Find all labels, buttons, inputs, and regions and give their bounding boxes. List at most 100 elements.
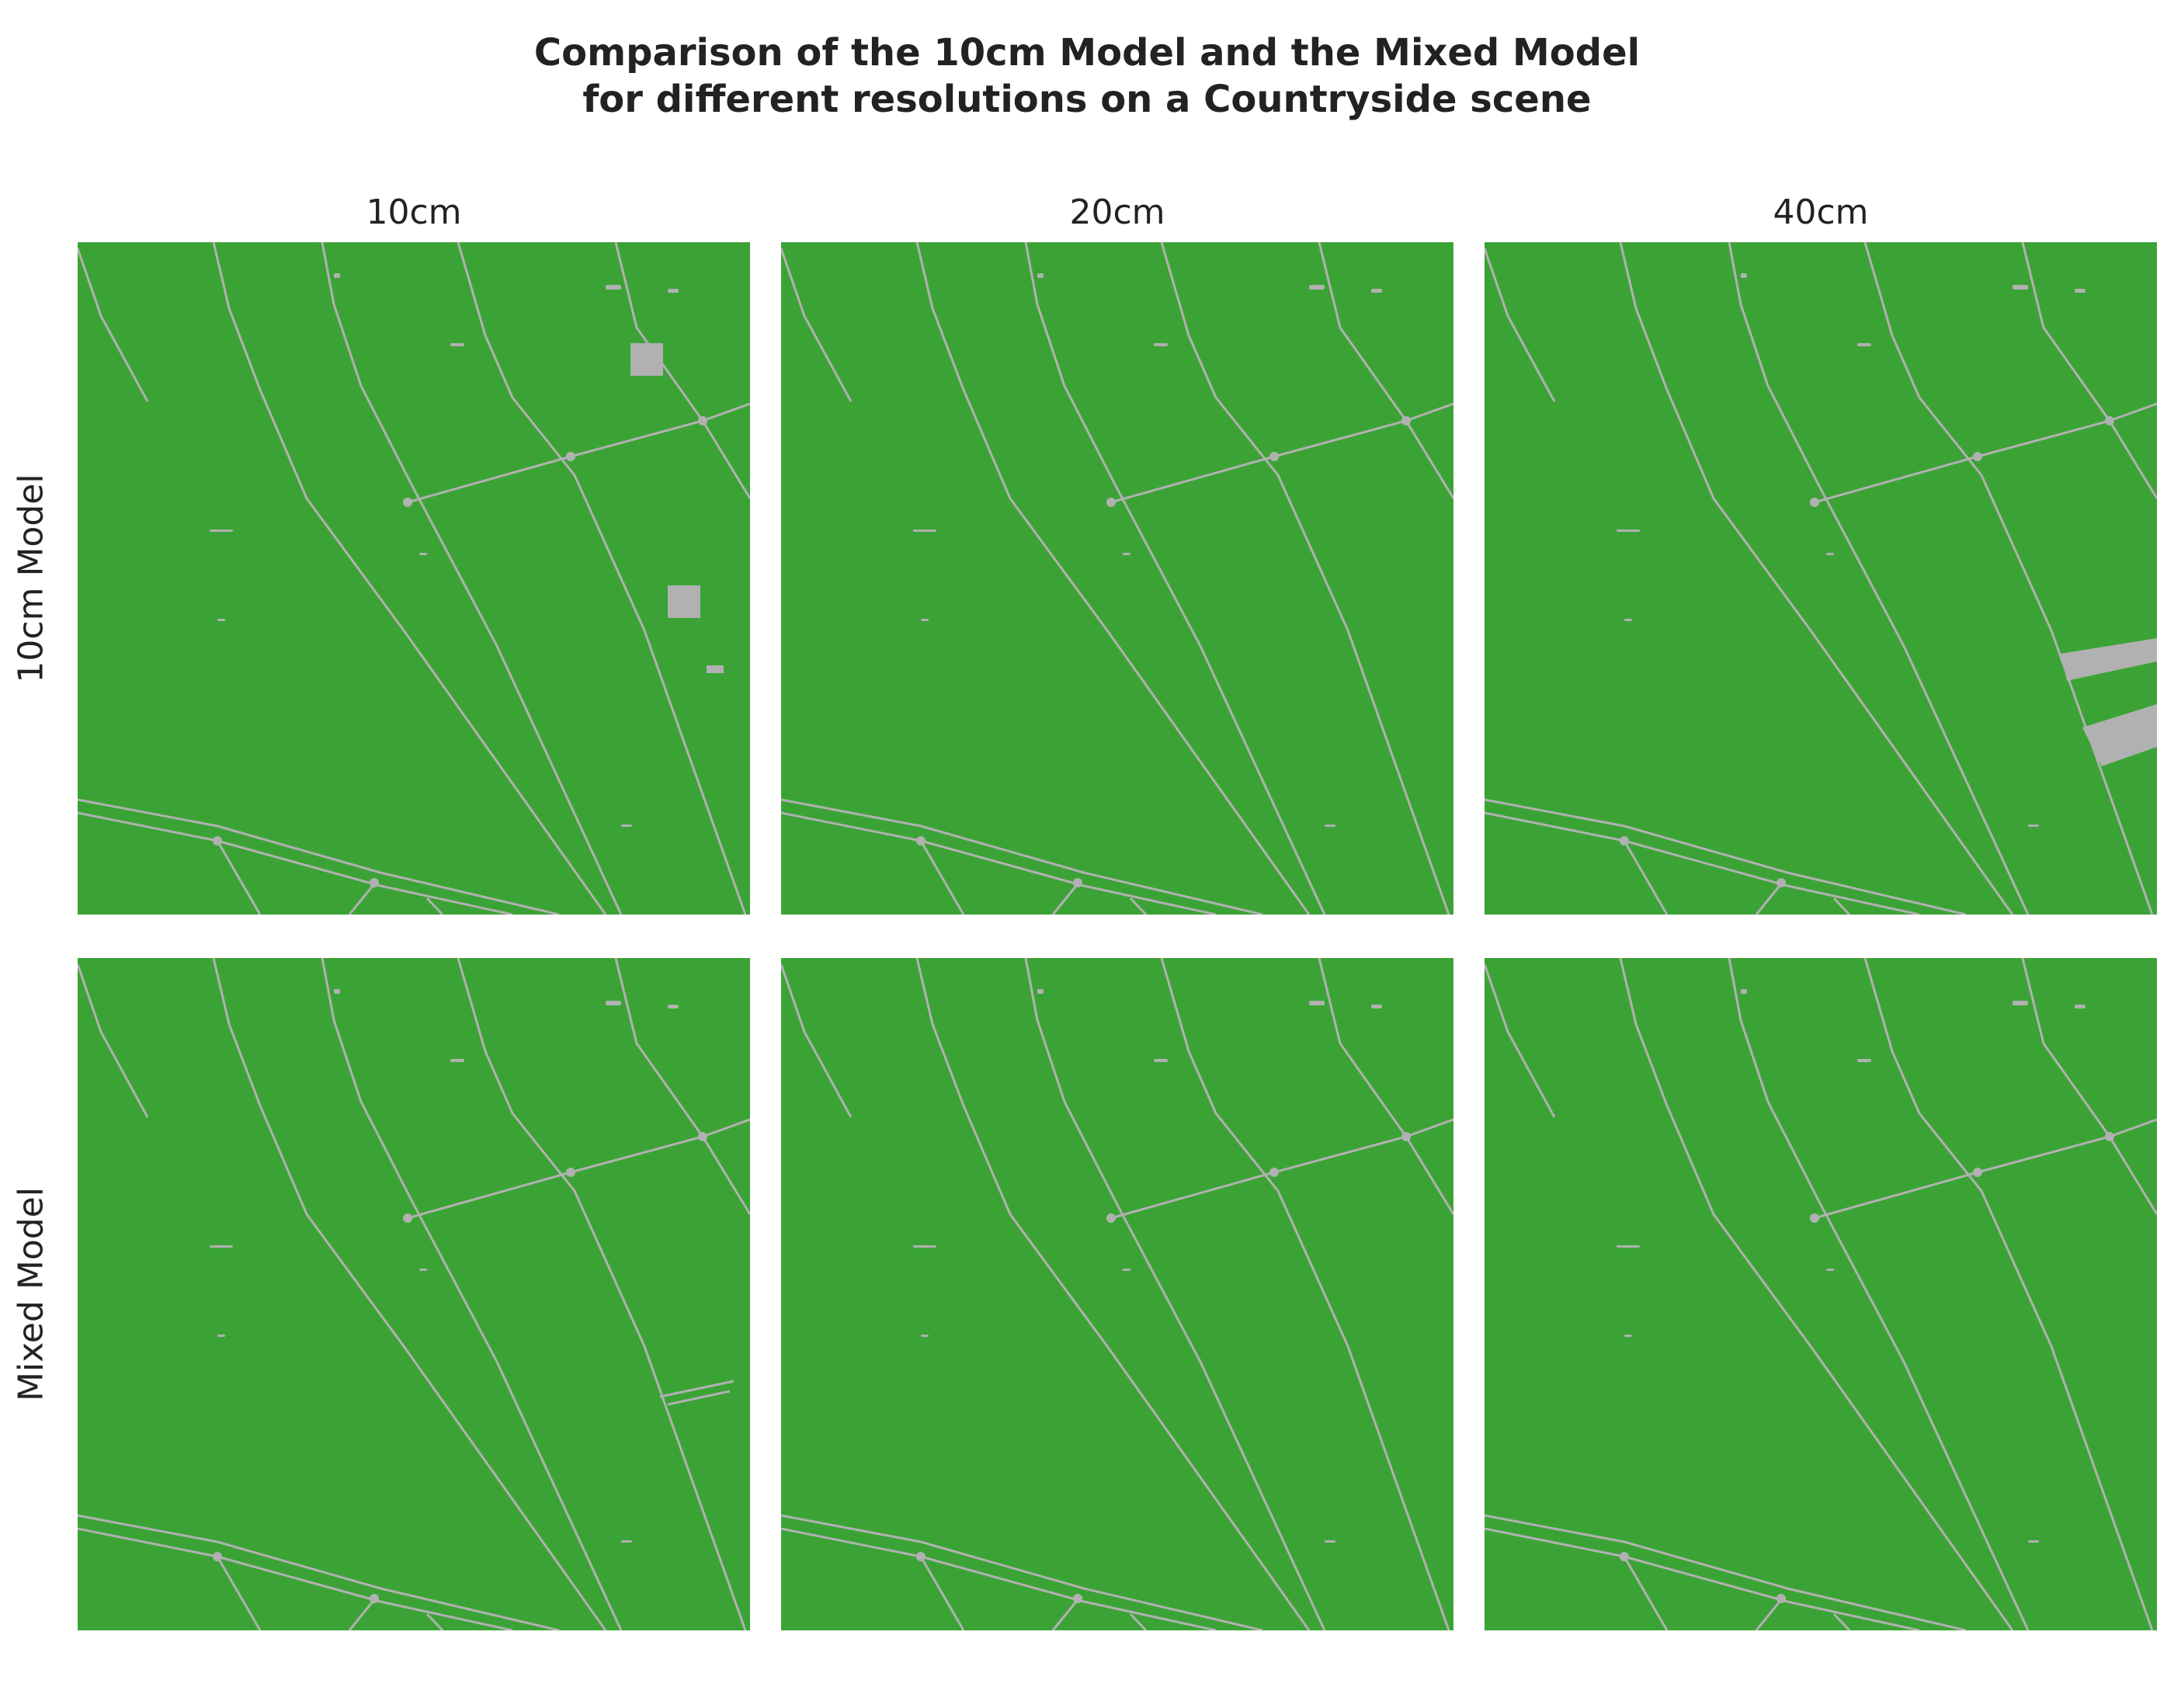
figure-title-line-1: Comparison of the 10cm Model and the Mix… bbox=[533, 31, 1641, 75]
road-junction bbox=[698, 416, 707, 425]
road-line bbox=[1814, 1118, 2157, 1220]
road-line bbox=[1755, 1601, 1781, 1630]
road-fragment bbox=[334, 989, 340, 994]
road-line bbox=[1623, 1556, 1669, 1630]
field-area bbox=[78, 242, 750, 915]
road-line bbox=[216, 840, 262, 915]
road-fragment bbox=[1037, 989, 1044, 994]
road-junction bbox=[370, 878, 379, 887]
road-line bbox=[1814, 402, 2157, 504]
road-line bbox=[1110, 402, 1453, 504]
road-fragment bbox=[1741, 273, 1747, 278]
road-line bbox=[781, 1514, 1263, 1630]
road-junction bbox=[213, 1552, 222, 1561]
road-line bbox=[78, 1527, 513, 1630]
row-label-mixed-model: Mixed Model bbox=[0, 958, 62, 1630]
road-line bbox=[1619, 242, 2014, 915]
road-line bbox=[919, 1556, 965, 1630]
road-fragment bbox=[1371, 289, 1382, 293]
field-area bbox=[78, 958, 750, 1630]
road-line bbox=[78, 963, 149, 1118]
road-fragment bbox=[668, 1005, 679, 1008]
road-junction bbox=[1810, 498, 1819, 507]
road-line bbox=[1755, 885, 1781, 915]
road-fragment bbox=[2013, 285, 2028, 290]
road-line bbox=[321, 242, 623, 915]
misclassified-patch bbox=[2061, 638, 2157, 681]
panel-mixed-model-40cm bbox=[1485, 958, 2157, 1630]
segmentation-map bbox=[1485, 242, 2157, 915]
road-line bbox=[425, 897, 444, 915]
road-junction bbox=[1073, 1594, 1082, 1603]
road-line bbox=[1129, 897, 1148, 915]
road-line bbox=[1318, 242, 1453, 499]
road-line bbox=[614, 242, 750, 499]
road-fragment bbox=[606, 285, 621, 290]
misclassified-patch bbox=[707, 665, 724, 673]
road-fragment bbox=[1371, 1005, 1382, 1008]
road-junction bbox=[213, 836, 222, 845]
road-junction bbox=[1620, 1552, 1629, 1561]
column-label-40cm: 40cm bbox=[1773, 193, 1869, 232]
road-fragment bbox=[913, 1245, 936, 1248]
segmentation-map bbox=[78, 958, 750, 1630]
road-junction bbox=[403, 498, 412, 507]
road-line bbox=[1728, 958, 2030, 1630]
road-line bbox=[457, 958, 747, 1630]
road-line bbox=[348, 885, 374, 915]
road-line bbox=[614, 958, 750, 1215]
road-junction bbox=[1073, 878, 1082, 887]
road-fragment bbox=[1325, 1540, 1335, 1543]
road-fragment bbox=[621, 1540, 632, 1543]
road-junction bbox=[566, 452, 575, 461]
road-line bbox=[915, 242, 1311, 915]
road-fragment bbox=[1624, 619, 1632, 621]
road-junction bbox=[1620, 836, 1629, 845]
field-area bbox=[781, 958, 1453, 1630]
road-fragment bbox=[217, 619, 225, 621]
field-area bbox=[1485, 958, 2157, 1630]
road-fragment bbox=[1624, 1335, 1632, 1337]
segmentation-map bbox=[781, 958, 1453, 1630]
road-fragment bbox=[1826, 553, 1834, 555]
road-junction bbox=[1269, 452, 1279, 461]
road-fragment bbox=[1741, 989, 1747, 994]
road-fragment bbox=[1037, 273, 1044, 278]
road-line bbox=[216, 1556, 262, 1630]
road-line bbox=[321, 958, 623, 1630]
road-fragment bbox=[1617, 529, 1640, 532]
road-line bbox=[919, 840, 965, 915]
road-line bbox=[407, 402, 750, 504]
segmentation-map bbox=[1485, 958, 2157, 1630]
column-label-10cm: 10cm bbox=[366, 193, 462, 232]
road-junction bbox=[2105, 1132, 2114, 1141]
road-fragment bbox=[921, 1335, 929, 1337]
road-fragment bbox=[1309, 1001, 1325, 1005]
misclassified-patch bbox=[630, 343, 663, 376]
road-line bbox=[781, 1527, 1217, 1630]
road-fragment bbox=[419, 1269, 427, 1271]
road-line bbox=[1485, 1514, 1967, 1630]
road-line bbox=[1485, 811, 1920, 915]
road-line bbox=[1485, 798, 1967, 915]
road-junction bbox=[370, 1594, 379, 1603]
road-line bbox=[1160, 958, 1450, 1630]
road-junction bbox=[1973, 452, 1982, 461]
road-fragment bbox=[2075, 289, 2085, 293]
road-fragment bbox=[1154, 1059, 1168, 1062]
road-junction bbox=[698, 1132, 707, 1141]
road-fragment bbox=[1857, 343, 1871, 346]
road-line bbox=[1024, 242, 1326, 915]
road-line bbox=[1619, 958, 2014, 1630]
road-fragment bbox=[667, 1390, 731, 1406]
road-fragment bbox=[1123, 1269, 1130, 1271]
road-line bbox=[1728, 242, 2030, 915]
road-fragment bbox=[2075, 1005, 2085, 1008]
road-line bbox=[781, 963, 853, 1118]
road-line bbox=[78, 248, 149, 402]
road-junction bbox=[403, 1213, 412, 1223]
road-line bbox=[1485, 963, 1556, 1118]
road-junction bbox=[916, 1552, 926, 1561]
road-fragment bbox=[1123, 553, 1130, 555]
road-fragment bbox=[921, 619, 929, 621]
